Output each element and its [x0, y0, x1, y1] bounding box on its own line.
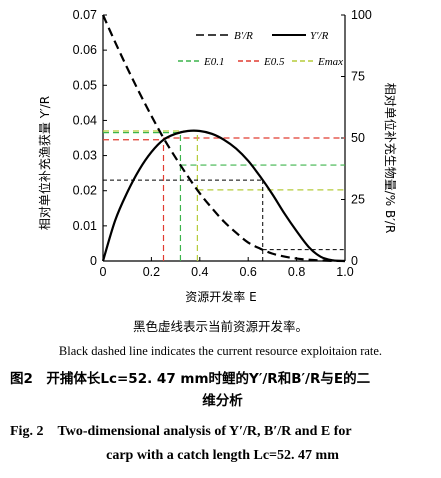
figure-caption-chinese: 图2 开捕体长Lc=52. 47 mm时鲤的Y′/R和B′/R与E的二 维分析 — [10, 368, 435, 412]
biomass-per-recruit-line — [101, 14, 346, 263]
yield-per-recruit-line — [101, 129, 346, 263]
y-left-tick-label: 0.03 — [73, 149, 97, 163]
y-right-axis-title: 相对单位补充生物量/% B′/R — [383, 83, 398, 234]
legend-label: Emax — [317, 56, 343, 68]
x-tick-label: 0.8 — [288, 265, 305, 279]
figure-caption-chinese-line1: 图2 开捕体长Lc=52. 47 mm时鲤的Y′/R和B′/R与E的二 — [10, 371, 371, 387]
y-left-tick-label: 0.06 — [73, 43, 97, 57]
figure-caption-english-line2: carp with a catch length Lc=52. 47 mm — [106, 448, 339, 463]
y-right-tick-label: 100 — [351, 8, 372, 22]
figure-caption-english-line1: Fig. 2 Two-dimensional analysis of Y′/R,… — [10, 424, 352, 439]
legend: B′/R Y′/R E0.1 E0.5 Emax — [178, 30, 343, 68]
y-right-tick-label: 0 — [351, 254, 358, 268]
legend-label: E0.1 — [203, 56, 224, 68]
y-left-tick-label: 0 — [90, 254, 97, 268]
axes: 0 0.2 0.4 0.6 0.8 1.000.010.020.030.040.050.0… — [73, 8, 372, 279]
x-tick-label: 1.0 — [336, 265, 353, 279]
y-left-tick-label: 0.01 — [73, 219, 97, 233]
x-tick-label: 0.2 — [143, 265, 160, 279]
y-right-tick-label: 50 — [351, 131, 365, 145]
y-left-tick-label: 0.02 — [73, 184, 97, 198]
y-left-tick-label: 0.04 — [73, 113, 97, 127]
note-chinese: 黑色虚线表示当前资源开发率。 — [132, 319, 308, 334]
y-right-tick-label: 75 — [351, 70, 365, 84]
y-left-tick-label: 0.07 — [73, 8, 97, 22]
legend-label: B′/R — [234, 30, 253, 42]
chart: 0 0.2 0.4 0.6 0.8 1.000.010.020.030.040.050.0… — [37, 8, 398, 304]
reference-lines — [103, 130, 345, 261]
y-left-axis-title: 相对单位补充渔获量 Y′/R — [37, 96, 52, 230]
y-right-tick-label: 25 — [351, 193, 365, 207]
x-axis-title: 资源开发率 E — [185, 289, 256, 304]
x-tick-label: 0 — [100, 265, 107, 279]
figure-caption-english: Fig. 2 Two-dimensional analysis of Y′/R,… — [10, 420, 435, 468]
y-left-tick-label: 0.05 — [73, 78, 97, 92]
note-english: Black dashed line indicates the current … — [58, 344, 383, 358]
figure-caption-chinese-line2: 维分析 — [202, 393, 243, 409]
legend-label: Y′/R — [310, 30, 329, 42]
legend-label: E0.5 — [263, 56, 285, 68]
x-tick-label: 0.6 — [240, 265, 257, 279]
data-series — [101, 14, 346, 263]
x-tick-label: 0.4 — [191, 265, 208, 279]
